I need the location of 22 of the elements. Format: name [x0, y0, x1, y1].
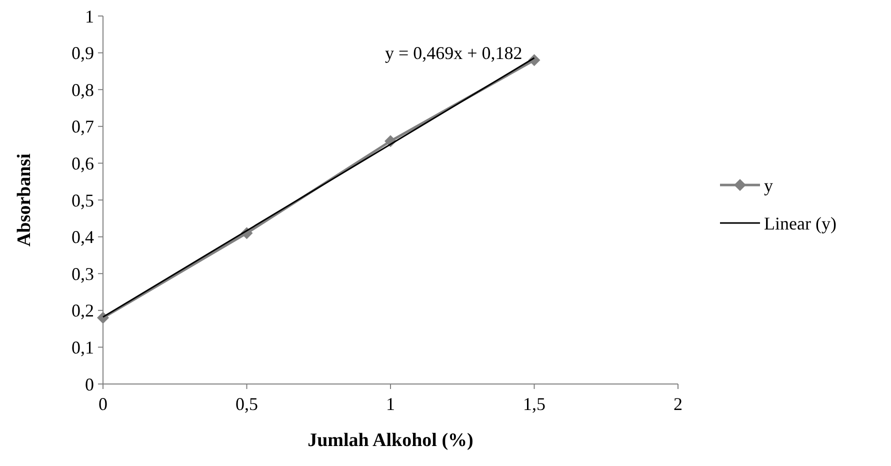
- y-tick-label: 0,8: [72, 80, 94, 100]
- x-tick-label: 1: [386, 394, 395, 414]
- x-tick-label: 0: [98, 394, 108, 414]
- x-tick-label: 2: [674, 394, 682, 414]
- x-tick-label: 0,5: [236, 394, 258, 414]
- y-tick-label: 0,9: [72, 43, 94, 64]
- legend-label: Linear (y): [764, 213, 836, 234]
- y-tick-label: 0,4: [72, 227, 94, 248]
- y-tick-label: 0,2: [72, 300, 94, 321]
- y-tick-label: 0,5: [72, 190, 94, 210]
- x-tick-label: 1,5: [523, 394, 546, 414]
- legend-label: y: [764, 175, 773, 196]
- y-tick-label: 0,1: [72, 338, 94, 358]
- x-axis-title: Jumlah Alkohol (%): [308, 430, 474, 451]
- y-tick-label: 0: [85, 374, 94, 394]
- point: [97, 312, 109, 324]
- y-axis-title: Absorbansi: [14, 154, 35, 246]
- y-tick-label: 0,7: [72, 116, 94, 137]
- y-tick-label: 1: [85, 6, 94, 26]
- annotation: y = 0,469x + 0,182: [384, 42, 522, 63]
- y-tick-label: 0,3: [72, 264, 94, 284]
- y-tick-label: 0,6: [72, 154, 94, 174]
